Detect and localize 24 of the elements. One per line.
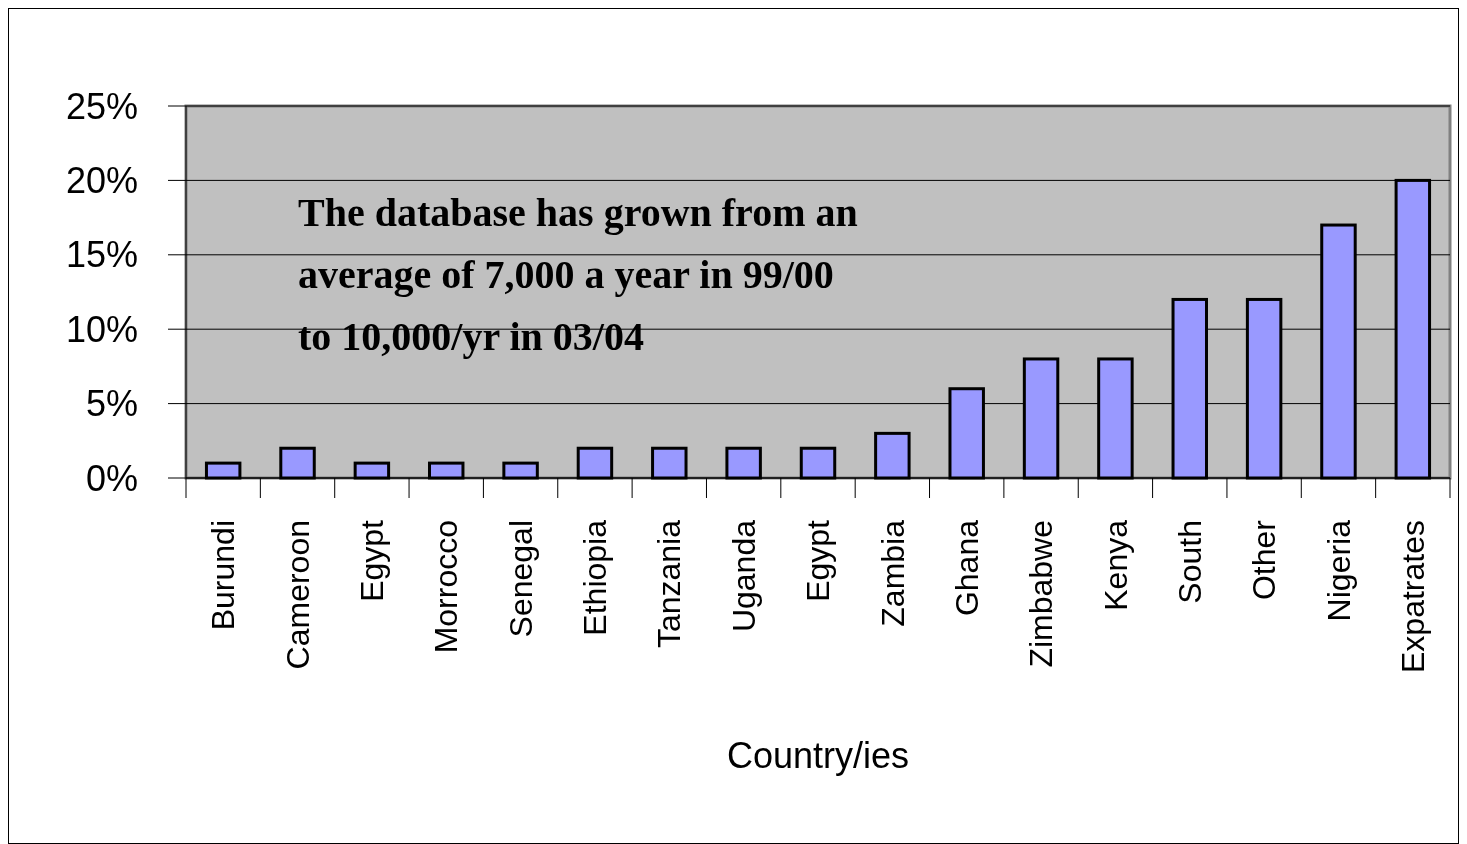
x-tick-label: Zimbabwe	[1023, 520, 1060, 668]
x-tick-label: Egypt	[354, 519, 391, 602]
x-tick-label: Zambia	[874, 519, 911, 627]
x-tick-label: Uganda	[725, 519, 762, 633]
x-tick-label: Egypt	[800, 519, 837, 602]
x-tick-label: Cameroon	[279, 520, 316, 670]
x-tick-label: Burundi	[205, 520, 242, 631]
y-tick-label: 10%	[65, 308, 138, 350]
x-tick-label: Senegal	[502, 520, 539, 638]
y-tick-label: 15%	[65, 234, 138, 276]
x-tick-label: Nigeria	[1320, 519, 1357, 622]
x-axis-title: Country/ies	[726, 735, 910, 776]
x-tick-label: Other	[1246, 519, 1283, 601]
x-tick-label: Kenya	[1097, 519, 1134, 611]
x-tick-label: Ethiopia	[577, 519, 614, 636]
x-tick-label: Tanzania	[651, 519, 688, 649]
x-tick-label: Ghana	[948, 519, 985, 617]
y-tick-label: 20%	[65, 160, 138, 201]
x-tick-label: Expatrates	[1395, 520, 1432, 673]
y-tick-label: 0%	[85, 457, 138, 499]
x-tick-label: South	[1171, 520, 1208, 604]
y-tick-label: 25%	[65, 85, 138, 127]
y-tick-label: 5%	[85, 383, 138, 425]
x-tick-label: Morrocco	[428, 520, 465, 654]
